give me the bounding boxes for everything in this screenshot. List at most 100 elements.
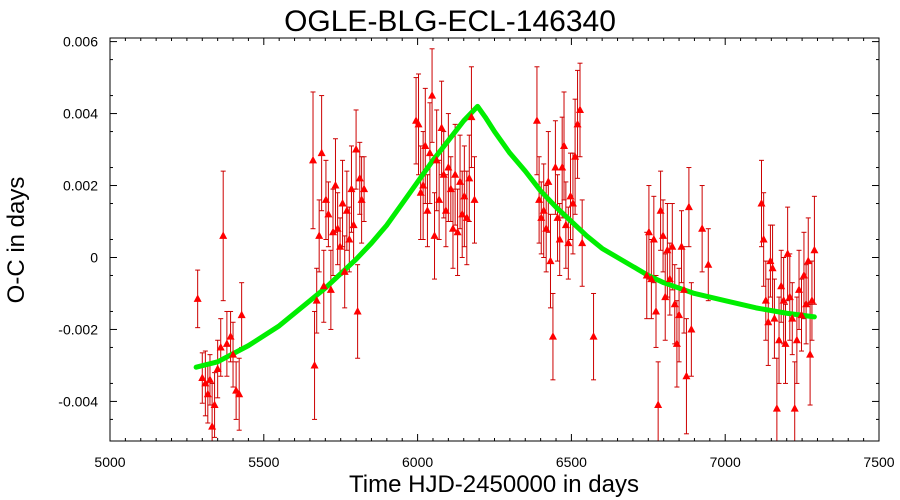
data-point-marker bbox=[462, 213, 471, 221]
data-point-marker bbox=[532, 116, 541, 124]
data-point-marker bbox=[414, 119, 423, 128]
data-point-marker bbox=[687, 324, 696, 333]
data-point-marker bbox=[797, 310, 806, 319]
data-point-marker bbox=[672, 339, 681, 347]
data-point-marker bbox=[783, 249, 792, 257]
data-point-marker bbox=[654, 400, 663, 409]
data-point-marker bbox=[349, 220, 358, 229]
data-point-marker bbox=[576, 105, 585, 113]
data-point-marker bbox=[548, 332, 557, 340]
data-point-marker bbox=[804, 256, 813, 265]
data-point-marker bbox=[561, 220, 570, 229]
plot-frame bbox=[109, 37, 880, 442]
y-axis-label: O-C in days bbox=[3, 177, 30, 304]
data-point-marker bbox=[785, 292, 794, 301]
tick-labels: 5000 5500 6000 6500 7000 7500 -0.004 -0.002 0 0.0… bbox=[58, 34, 894, 470]
data-point-marker bbox=[766, 256, 775, 265]
data-point-marker bbox=[446, 184, 455, 193]
data-point-marker bbox=[460, 191, 469, 200]
data-point-marker bbox=[421, 141, 430, 149]
data-point-marker bbox=[807, 296, 816, 304]
data-point-marker bbox=[790, 404, 799, 412]
error-bars bbox=[195, 48, 817, 441]
data-point-marker bbox=[324, 209, 333, 218]
fit-curve bbox=[193, 103, 817, 370]
data-point-marker bbox=[535, 195, 544, 203]
data-point-marker bbox=[453, 227, 462, 236]
data-point-marker bbox=[558, 163, 567, 171]
data-point-marker bbox=[651, 306, 660, 315]
data-point-marker bbox=[222, 339, 231, 347]
data-point-marker bbox=[659, 231, 668, 239]
data-point-marker bbox=[775, 335, 784, 344]
data-point-marker bbox=[425, 148, 434, 157]
data-point-marker bbox=[642, 270, 651, 279]
data-point-marker bbox=[219, 231, 228, 239]
x-tick-label: 7500 bbox=[863, 454, 894, 470]
data-point-marker bbox=[578, 238, 587, 247]
data-point-marker bbox=[788, 314, 797, 322]
data-point-marker bbox=[777, 281, 786, 290]
x-tick-label: 6500 bbox=[556, 454, 587, 470]
data-point-marker bbox=[456, 177, 465, 185]
y-tick-label: 0 bbox=[90, 249, 98, 265]
data-point-marker bbox=[770, 314, 779, 322]
data-point-marker bbox=[665, 274, 674, 283]
data-point-marker bbox=[448, 224, 457, 232]
data-point-marker bbox=[568, 199, 577, 207]
data-point-marker bbox=[213, 364, 222, 373]
data-point-marker bbox=[684, 202, 693, 211]
data-point-marker bbox=[329, 227, 338, 236]
data-point-marker bbox=[360, 184, 369, 193]
data-point-marker bbox=[698, 224, 707, 232]
data-point-marker bbox=[321, 195, 330, 203]
data-point-marker bbox=[679, 285, 688, 293]
data-point-marker bbox=[553, 213, 562, 221]
data-point-marker bbox=[317, 148, 326, 157]
data-point-marker bbox=[764, 317, 773, 326]
data-point-marker bbox=[465, 173, 474, 182]
data-point-marker bbox=[439, 170, 448, 178]
data-point-marker bbox=[203, 389, 212, 398]
data-point-marker bbox=[193, 294, 202, 302]
data-point-marker bbox=[670, 299, 679, 308]
data-point-marker bbox=[432, 155, 441, 164]
data-point-marker bbox=[235, 389, 244, 398]
data-point-marker bbox=[555, 235, 564, 243]
data-point-marker bbox=[333, 224, 342, 232]
data-point-marker bbox=[347, 184, 356, 193]
data-point-marker bbox=[675, 310, 684, 319]
data-point-marker bbox=[544, 177, 553, 185]
data-point-marker bbox=[237, 310, 246, 319]
data-point-marker bbox=[201, 378, 210, 387]
data-point-marker bbox=[566, 191, 575, 200]
data-point-marker bbox=[546, 256, 555, 265]
data-point-marker bbox=[309, 155, 318, 164]
data-point-marker bbox=[342, 206, 351, 214]
data-point-marker bbox=[198, 373, 207, 382]
data-point-marker bbox=[353, 306, 362, 315]
data-point-marker bbox=[315, 231, 324, 239]
data-point-marker bbox=[551, 163, 560, 171]
data-point-marker bbox=[781, 339, 790, 347]
data-point-marker bbox=[539, 206, 548, 214]
data-point-marker bbox=[435, 195, 444, 203]
x-axis-label: Time HJD-2450000 in days bbox=[349, 471, 639, 498]
data-point-marker bbox=[345, 235, 354, 243]
y-tick-label: -0.004 bbox=[58, 393, 98, 409]
data-point-marker bbox=[319, 281, 328, 290]
data-point-marker bbox=[229, 350, 238, 358]
data-point-marker bbox=[336, 242, 345, 250]
data-point-marker bbox=[416, 188, 425, 196]
data-point-marker bbox=[663, 245, 672, 254]
data-point-marker bbox=[661, 292, 670, 301]
data-point-marker bbox=[340, 267, 349, 275]
data-point-marker bbox=[355, 173, 364, 182]
data-point-marker bbox=[437, 123, 446, 131]
data-point-marker bbox=[310, 360, 319, 369]
data-point-marker bbox=[331, 181, 340, 189]
data-point-marker bbox=[205, 375, 214, 383]
data-point-marker bbox=[589, 332, 598, 340]
data-point-marker bbox=[792, 335, 801, 344]
